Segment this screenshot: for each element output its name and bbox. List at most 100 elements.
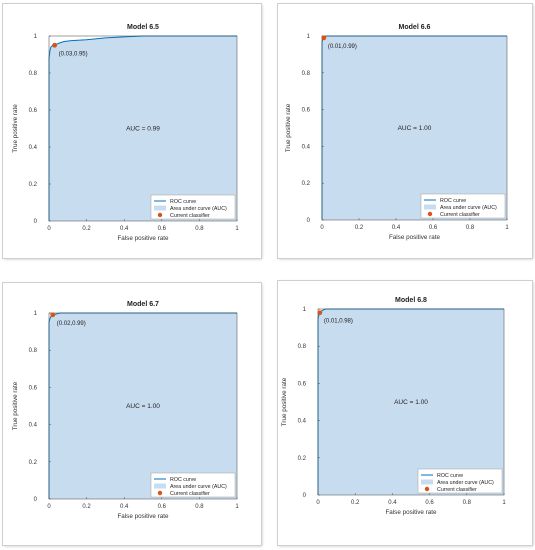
y-tick-label: 0.8	[298, 344, 307, 350]
legend-entry: ROC curve	[170, 199, 196, 205]
axes-box	[317, 308, 505, 496]
y-tick-label: 0	[34, 219, 38, 225]
current-classifier-annotation: (0.02,0.99)	[57, 321, 86, 327]
x-tick-label: 0	[47, 504, 51, 510]
chart-panel-2: Model 6.6 0 0.2 0.4 0.6 0.8 1 0 0.2 0.4 0.6 0.8 1 Fal…	[278, 4, 532, 258]
y-tick-label: 0.2	[29, 182, 38, 188]
legend-swatch-point	[157, 212, 163, 218]
x-tick-label: 0	[320, 225, 324, 231]
roc-chart-4: Model 6.8 0 0.2 0.4 0.6 0.8 1 0 0.2 0.4 0.6 0.8 1 Fal…	[281, 297, 506, 516]
x-tick-label: 0	[47, 226, 51, 232]
y-tick-label: 1	[303, 307, 307, 313]
legend-entry: Current classifier	[170, 213, 210, 219]
y-tick-label: 0.4	[298, 419, 307, 425]
auc-area	[322, 36, 507, 220]
y-tick-label: 0.6	[302, 108, 311, 114]
legend-entry: Area under curve (AUC)	[170, 484, 227, 490]
y-tick-label: 0.4	[29, 423, 38, 429]
y-tick-label: 0	[34, 497, 38, 503]
axes-box	[48, 35, 238, 222]
y-tick-label: 0.6	[29, 108, 38, 114]
y-tick-label: 0.8	[302, 71, 311, 77]
x-tick-label: 0.6	[425, 500, 434, 506]
current-classifier-point	[317, 310, 323, 316]
x-tick-label: 0.8	[466, 225, 475, 231]
x-tick-label: 0.6	[158, 226, 167, 232]
legend-entry: Current classifier	[170, 491, 210, 497]
x-tick-label: 1	[505, 225, 509, 231]
y-axis-label: True positive rate	[281, 377, 288, 426]
legend-entry: Current classifier	[440, 212, 480, 218]
current-classifier-point	[52, 42, 58, 48]
y-tick-label: 0.6	[29, 385, 38, 391]
x-tick-label: 1	[235, 504, 239, 510]
x-tick-label: 1	[235, 226, 239, 232]
chart-title: Model 6.8	[395, 297, 427, 304]
legend-swatch-auc	[421, 479, 433, 485]
x-tick-label: 0.4	[120, 226, 129, 232]
x-tick-label: 0.8	[195, 504, 204, 510]
auc-area	[49, 36, 237, 221]
legend-swatch-auc	[154, 205, 166, 211]
auc-value-label: AUC = 0.99	[126, 126, 160, 133]
legend-entry: ROC curve	[437, 473, 463, 479]
x-tick-label: 1	[502, 500, 506, 506]
y-tick-label: 0.2	[29, 460, 38, 466]
auc-value-label: AUC = 1.00	[398, 125, 432, 132]
legend-swatch-point	[157, 490, 163, 496]
y-tick-label: 0.8	[29, 71, 38, 77]
y-tick-label: 0.4	[29, 145, 38, 151]
legend-entry: ROC curve	[440, 198, 466, 204]
y-tick-label: 0.8	[29, 348, 38, 354]
x-tick-label: 0.6	[158, 504, 167, 510]
x-tick-label: 0.2	[82, 504, 91, 510]
auc-area	[318, 309, 504, 495]
roc-chart-3: Model 6.7 0 0.2 0.4 0.6 0.8 1 0 0.2 0.4 0.6 0.8 1 Fal…	[12, 301, 239, 520]
current-classifier-annotation: (0.03,0.95)	[59, 51, 88, 57]
legend-swatch-point	[427, 211, 433, 217]
x-axis-label: False positive rate	[389, 234, 441, 241]
legend-entry: Area under curve (AUC)	[437, 480, 494, 486]
auc-area	[49, 313, 237, 499]
y-axis-label: True positive rate	[285, 103, 292, 152]
x-axis-label: False positive rate	[117, 513, 169, 520]
x-tick-label: 0.2	[355, 225, 364, 231]
chart-panel-3: Model 6.7 0 0.2 0.4 0.6 0.8 1 0 0.2 0.4 0.6 0.8 1 Fal…	[3, 283, 261, 545]
x-tick-label: 0.6	[429, 225, 438, 231]
legend-entry: Current classifier	[437, 487, 477, 493]
x-axis-label: False positive rate	[117, 235, 169, 242]
auc-value-label: AUC = 1.00	[126, 403, 160, 410]
y-tick-label: 0.2	[298, 456, 307, 462]
current-classifier-point	[321, 35, 327, 41]
y-tick-label: 1	[34, 311, 38, 317]
x-tick-label: 0	[316, 500, 320, 506]
y-tick-label: 0.2	[302, 181, 311, 187]
y-tick-label: 1	[307, 34, 311, 40]
legend-swatch-auc	[154, 483, 166, 489]
x-tick-label: 0.4	[388, 500, 397, 506]
x-tick-label: 0.8	[195, 226, 204, 232]
current-classifier-annotation: (0.01,0.98)	[324, 319, 353, 325]
axes-box	[48, 312, 238, 500]
chart-panel-1: Model 6.5 0 0.2 0.4 0.6 0.8 1 0 0.2 0.4 0.6 0.8 1 Fal…	[3, 4, 261, 258]
y-tick-label: 0.4	[302, 144, 311, 150]
y-tick-label: 1	[34, 34, 38, 40]
axes-box	[321, 35, 508, 221]
roc-chart-2: Model 6.6 0 0.2 0.4 0.6 0.8 1 0 0.2 0.4 0.6 0.8 1 Fal…	[285, 24, 509, 241]
chart-title: Model 6.7	[127, 301, 159, 308]
y-tick-label: 0	[303, 493, 307, 499]
y-axis-label: True positive rate	[12, 104, 19, 153]
auc-value-label: AUC = 1.00	[394, 399, 428, 406]
current-classifier-annotation: (0.01,0.99)	[328, 44, 357, 50]
legend-entry: Area under curve (AUC)	[170, 206, 227, 212]
y-tick-label: 0.6	[298, 381, 307, 387]
legend-entry: Area under curve (AUC)	[440, 205, 497, 211]
current-classifier-point	[50, 312, 56, 318]
chart-panel-4: Model 6.8 0 0.2 0.4 0.6 0.8 1 0 0.2 0.4 0.6 0.8 1 Fal…	[278, 281, 532, 545]
y-tick-label: 0	[307, 218, 311, 224]
chart-title: Model 6.5	[127, 24, 159, 31]
x-tick-label: 0.8	[463, 500, 472, 506]
roc-chart-1: Model 6.5 0 0.2 0.4 0.6 0.8 1 0 0.2 0.4 0.6 0.8 1 Fal…	[12, 24, 239, 242]
x-tick-label: 0.4	[120, 504, 129, 510]
x-tick-label: 0.2	[82, 226, 91, 232]
